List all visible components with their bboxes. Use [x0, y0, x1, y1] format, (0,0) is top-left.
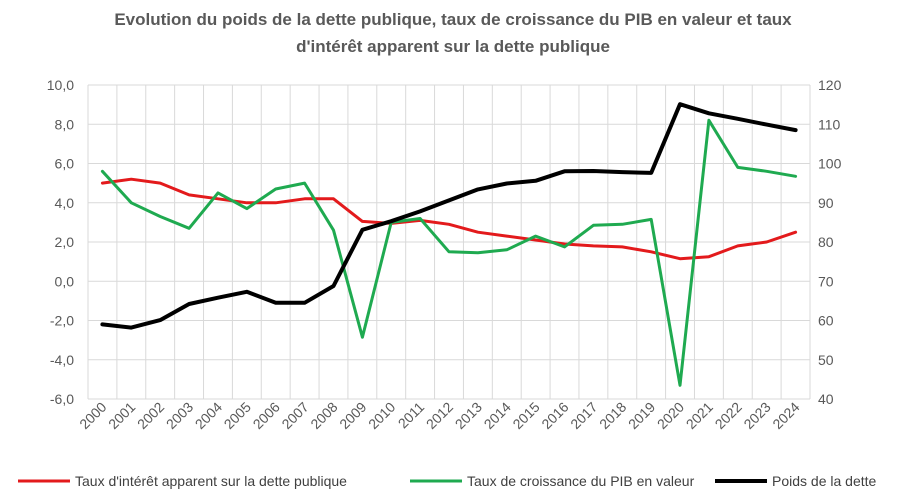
left-axis-tick-label: 6,0	[55, 156, 75, 172]
x-axis-tick-label: 2021	[683, 399, 716, 432]
x-axis-tick-label: 2009	[336, 399, 369, 432]
left-axis: -6,0 -4,0 -2,0 0,0 2,0 4,0 6,0 8,0 10,0	[47, 77, 74, 407]
legend-label: Taux de croissance du PIB en valeur	[467, 473, 695, 489]
x-axis-tick-label: 2024	[769, 399, 802, 432]
left-axis-tick-label: 4,0	[55, 195, 75, 211]
x-axis-tick-label: 2020	[654, 399, 687, 432]
x-axis-tick-label: 2005	[221, 399, 254, 432]
x-axis-tick-label: 2011	[395, 399, 428, 432]
x-axis-tick-label: 2004	[192, 399, 225, 432]
right-axis: 40 50 60 70 80 90 100 110 120	[818, 77, 842, 407]
x-axis-tick-label: 2023	[740, 399, 773, 432]
series-line	[100, 102, 798, 330]
left-axis-tick-label: -2,0	[50, 313, 74, 329]
series-line	[100, 118, 798, 387]
x-axis-tick-label: 2006	[249, 399, 282, 432]
left-axis-tick-label: 0,0	[55, 273, 75, 289]
x-axis-tick-label: 2012	[423, 399, 456, 432]
right-axis-tick-label: 120	[818, 77, 842, 93]
series-line	[100, 177, 798, 261]
x-axis-tick-label: 2010	[365, 399, 398, 432]
x-axis-tick-label: 2013	[452, 399, 485, 432]
x-axis-tick-label: 2017	[567, 399, 600, 432]
x-axis-tick-label: 2003	[163, 399, 196, 432]
x-axis-tick-label: 2000	[76, 399, 109, 432]
x-axis-tick-label: 2016	[538, 399, 571, 432]
right-axis-tick-label: 40	[818, 391, 834, 407]
left-axis-tick-label: -4,0	[50, 352, 74, 368]
x-axis-tick-label: 2007	[278, 399, 311, 432]
legend-label: Taux d'intérêt apparent sur la dette pub…	[75, 473, 347, 489]
left-axis-tick-label: 10,0	[47, 77, 74, 93]
right-axis-tick-label: 80	[818, 234, 834, 250]
series-lines	[100, 102, 798, 387]
right-axis-tick-label: 110	[818, 116, 841, 132]
right-axis-tick-label: 90	[818, 195, 834, 211]
right-axis-tick-label: 70	[818, 273, 834, 289]
grid	[87, 84, 811, 400]
x-axis: 2000200120022003200420052006200720082009…	[76, 399, 803, 432]
right-axis-tick-label: 50	[818, 352, 834, 368]
left-axis-tick-label: 2,0	[55, 234, 75, 250]
right-axis-tick-label: 100	[818, 156, 842, 172]
x-axis-tick-label: 2002	[134, 399, 167, 432]
left-axis-tick-label: -6,0	[50, 391, 74, 407]
x-axis-tick-label: 2014	[481, 399, 514, 432]
right-axis-tick-label: 60	[818, 313, 834, 329]
left-axis-tick-label: 8,0	[55, 116, 75, 132]
x-axis-tick-label: 2019	[625, 399, 658, 432]
x-axis-tick-label: 2015	[509, 399, 542, 432]
legend-label: Poids de la dette	[772, 473, 877, 489]
legend: Taux d'intérêt apparent sur la dette pub…	[18, 473, 877, 489]
x-axis-tick-label: 2022	[712, 399, 745, 432]
chart-title-line-2: d'intérêt apparent sur la dette publique	[296, 37, 610, 56]
chart-title-line-1: Evolution du poids de la dette publique,…	[114, 10, 792, 29]
x-axis-tick-label: 2008	[307, 399, 340, 432]
x-axis-tick-label: 2001	[105, 399, 138, 432]
x-axis-tick-label: 2018	[596, 399, 629, 432]
